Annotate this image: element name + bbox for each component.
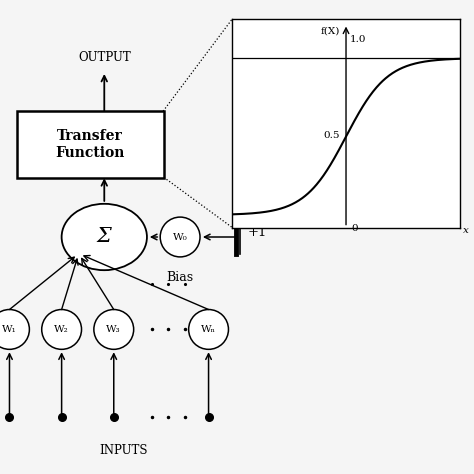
Text: OUTPUT: OUTPUT: [78, 51, 131, 64]
Text: Transfer
Function: Transfer Function: [55, 129, 125, 160]
Text: +1: +1: [248, 226, 267, 239]
Text: Σ: Σ: [97, 228, 112, 246]
Text: 0.5: 0.5: [323, 130, 340, 139]
Circle shape: [160, 217, 200, 257]
Text: W₃: W₃: [107, 325, 121, 334]
Text: 0: 0: [351, 224, 358, 233]
FancyBboxPatch shape: [17, 111, 164, 178]
Text: f(X): f(X): [320, 27, 340, 36]
Circle shape: [189, 310, 228, 349]
Text: W₀: W₀: [173, 233, 188, 241]
Text: Wₙ: Wₙ: [201, 325, 216, 334]
Text: 1.0: 1.0: [350, 35, 367, 44]
Text: W₂: W₂: [54, 325, 69, 334]
Circle shape: [42, 310, 82, 349]
Text: x: x: [463, 226, 469, 235]
Text: W₁: W₁: [2, 325, 17, 334]
Circle shape: [0, 310, 29, 349]
Text: INPUTS: INPUTS: [99, 444, 147, 457]
Ellipse shape: [62, 204, 147, 270]
Circle shape: [94, 310, 134, 349]
Text: Bias: Bias: [166, 271, 194, 284]
